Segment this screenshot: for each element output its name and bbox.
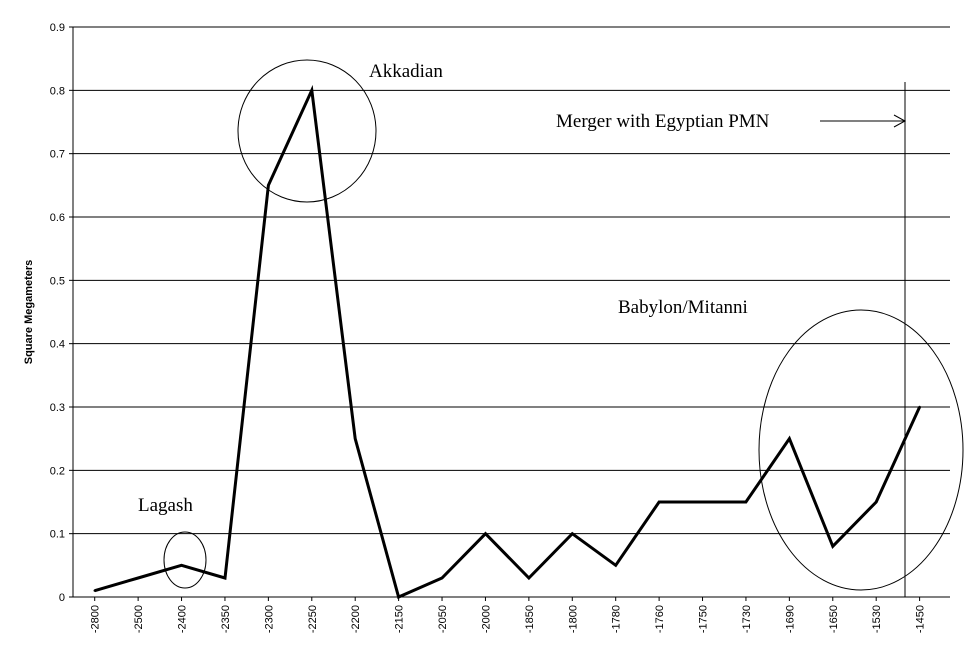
data-point: [397, 595, 400, 599]
x-tick-label: -1780: [611, 605, 623, 633]
y-tick-label: 0.5: [50, 275, 65, 287]
babylon-label: Babylon/Mitanni: [618, 297, 748, 318]
y-tick-label: 0.6: [50, 212, 65, 224]
data-point: [918, 405, 921, 409]
y-tick-label: 0.2: [50, 465, 65, 477]
series-line-group: [93, 84, 921, 600]
akkadian-label: Akkadian: [369, 61, 443, 82]
x-tick-label: -1850: [524, 605, 536, 633]
arrow-head-icon: [893, 114, 907, 128]
x-tick-label: -2000: [480, 605, 492, 633]
y-axis-ticks: 0 0.1 0.2 0.3 0.4 0.5 0.6 0.7 0.8 0.9: [50, 22, 73, 604]
data-point: [354, 437, 357, 440]
lagash-label: Lagash: [138, 495, 193, 516]
data-point: [93, 589, 96, 592]
data-point: [223, 576, 227, 580]
data-point: [267, 184, 270, 187]
data-point: [831, 545, 834, 548]
data-point: [310, 89, 313, 92]
data-point: [180, 564, 183, 567]
gridlines: [73, 26, 950, 535]
data-point: [744, 500, 748, 504]
x-tick-label: -1690: [784, 605, 796, 633]
data-point: [874, 500, 878, 504]
x-tick-label: -2250: [307, 605, 319, 633]
data-point: [571, 532, 574, 535]
x-axis-ticks: -2800 -2500 -2400 -2350 -2300 -2250 -2200 -2150…: [90, 597, 927, 633]
y-tick-label: 0.8: [50, 85, 65, 97]
y-tick-label: 0.9: [50, 22, 65, 34]
y-tick-label: 0: [59, 592, 65, 604]
data-point: [657, 500, 661, 504]
x-tick-label: -1760: [654, 605, 666, 633]
x-tick-label: -2200: [350, 605, 362, 633]
y-tick-label: 0.1: [50, 529, 65, 541]
babylon-circle: [758, 309, 964, 591]
x-tick-label: -2400: [177, 605, 189, 633]
data-point: [788, 437, 791, 440]
series-line: [94, 84, 921, 600]
merger-label: Merger with Egyptian PMN: [556, 111, 770, 132]
x-tick-label: -2300: [263, 605, 275, 633]
x-tick-label: -1800: [567, 605, 579, 633]
x-tick-label: -2150: [394, 605, 406, 633]
x-tick-label: -1650: [828, 605, 840, 633]
x-tick-label: -1750: [698, 605, 710, 633]
data-point: [484, 532, 487, 535]
x-tick-label: -1450: [915, 605, 927, 633]
x-tick-label: -2500: [133, 605, 145, 633]
data-point: [614, 564, 617, 567]
y-tick-label: 0.3: [50, 402, 65, 414]
y-axis-label: Square Megameters: [23, 260, 35, 365]
x-tick-label: -2800: [90, 605, 102, 633]
data-point: [527, 576, 531, 580]
lagash-circle: [163, 531, 207, 589]
y-tick-label: 0.4: [50, 339, 65, 351]
x-tick-label: -1730: [741, 605, 753, 633]
x-tick-label: -2350: [220, 605, 232, 633]
data-point: [136, 576, 140, 580]
akkadian-circle: [237, 59, 377, 203]
y-tick-label: 0.7: [50, 149, 65, 161]
x-tick-label: -1530: [871, 605, 883, 633]
data-point: [701, 500, 704, 504]
x-tick-label: -2050: [437, 605, 449, 633]
data-point: [440, 576, 444, 580]
